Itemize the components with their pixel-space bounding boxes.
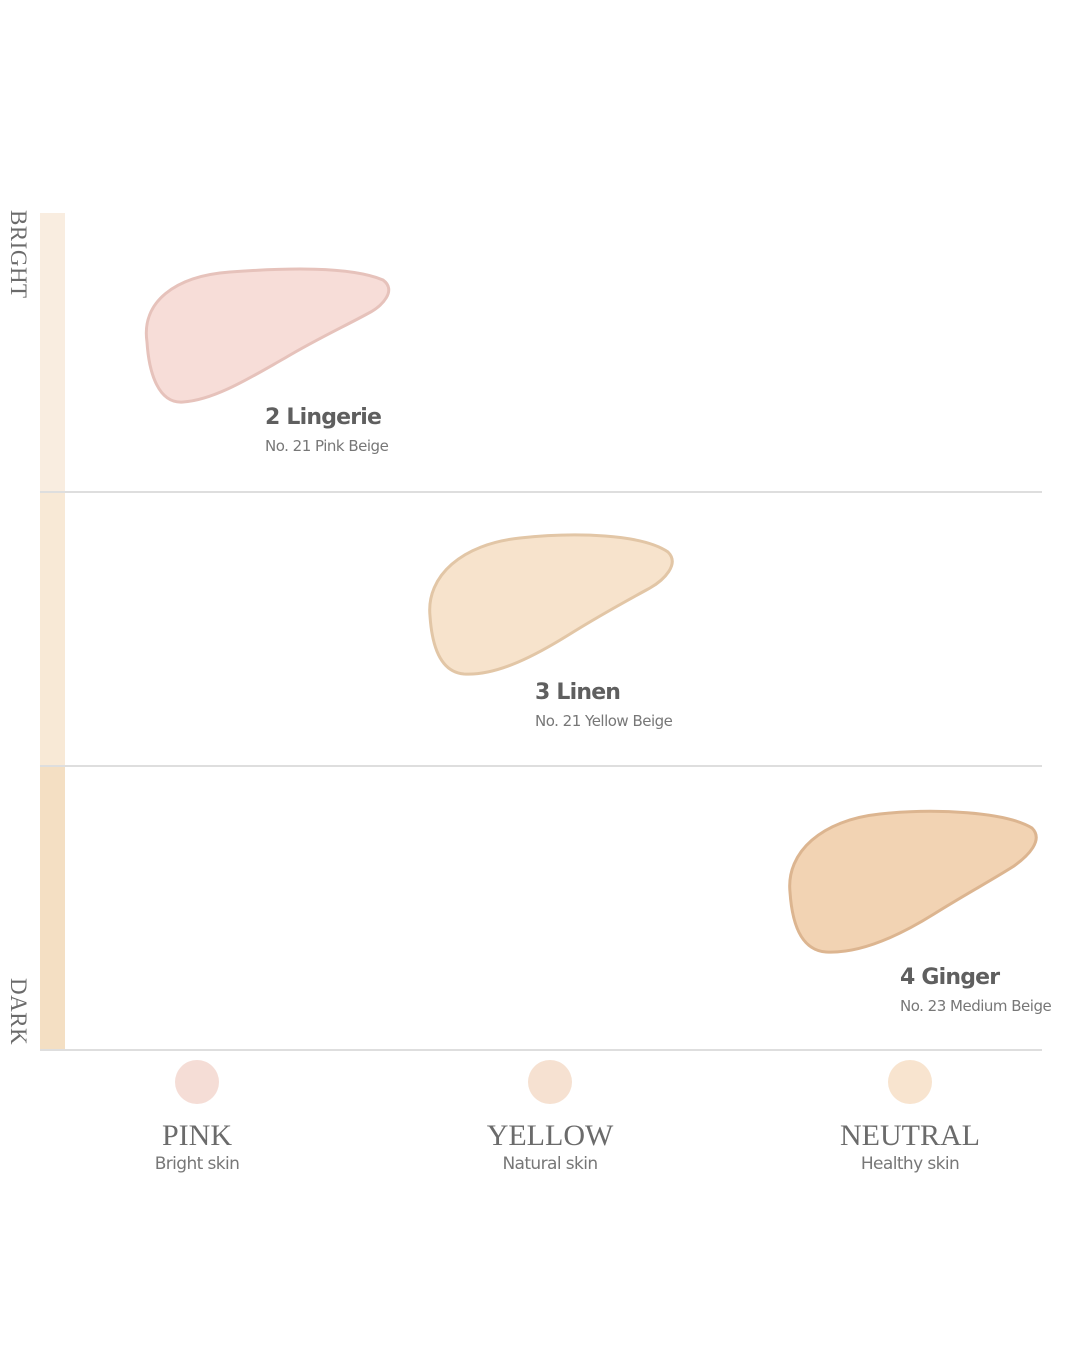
tone-pink: PINK Bright skin: [87, 1060, 307, 1174]
swatch-ginger: [782, 808, 1042, 958]
tone-name: YELLOW: [486, 1119, 614, 1152]
brightness-axis-bar: [40, 213, 65, 1051]
tone-description: Bright skin: [154, 1154, 240, 1174]
tone-name: NEUTRAL: [840, 1119, 980, 1152]
tone-color-dot: [528, 1060, 572, 1104]
tone-name: PINK: [161, 1119, 232, 1152]
axis-segment-bright: [40, 213, 65, 492]
shade-name: 2 Lingerie: [265, 405, 382, 430]
shade-name: 4 Ginger: [900, 965, 1000, 990]
shade-subtitle: No. 21 Pink Beige: [265, 437, 389, 455]
tone-description: Natural skin: [502, 1154, 598, 1174]
tone-yellow: YELLOW Natural skin: [440, 1060, 660, 1174]
axis-segment-medium: [40, 492, 65, 767]
tone-description: Healthy skin: [860, 1154, 960, 1174]
axis-segment-dark: [40, 767, 65, 1051]
swatch-lingerie: [135, 262, 395, 412]
shade-subtitle: No. 23 Medium Beige: [900, 997, 1052, 1015]
tone-color-dot: [175, 1060, 219, 1104]
row-divider: [40, 1049, 1042, 1051]
axis-label-dark: DARK: [6, 978, 31, 1046]
shade-name: 3 Linen: [535, 680, 621, 705]
shade-subtitle: No. 21 Yellow Beige: [535, 712, 673, 730]
tone-color-dot: [888, 1060, 932, 1104]
row-divider: [40, 765, 1042, 767]
axis-label-bright: BRIGHT: [6, 210, 31, 299]
row-divider: [40, 491, 1042, 493]
swatch-linen: [420, 530, 680, 680]
tone-neutral: NEUTRAL Healthy skin: [800, 1060, 1020, 1174]
